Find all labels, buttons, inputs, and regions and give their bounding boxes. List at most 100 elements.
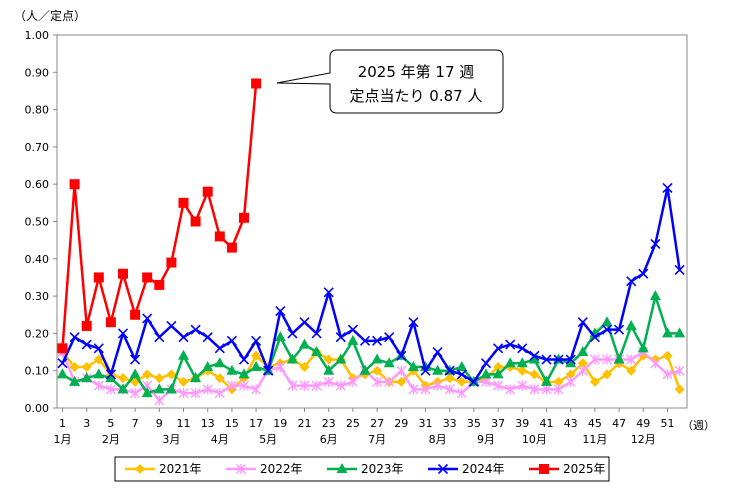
data-point [407, 360, 419, 371]
x-tick-label: 41 [540, 417, 554, 430]
data-point [251, 384, 262, 395]
legend-box [114, 456, 610, 482]
data-point [93, 368, 105, 379]
x-tick-label: 31 [419, 417, 433, 430]
data-point [359, 335, 371, 346]
data-point [565, 369, 576, 380]
data-point [57, 343, 68, 354]
data-point [57, 358, 68, 369]
data-point [141, 387, 153, 398]
data-point [372, 335, 383, 346]
data-point [130, 354, 141, 365]
data-point [81, 320, 92, 331]
x-tick-label: 47 [612, 417, 626, 430]
data-point [263, 365, 274, 376]
data-point [251, 78, 262, 89]
data-point [614, 324, 625, 335]
legend-item: 2022年 [226, 462, 303, 476]
data-point [239, 380, 249, 391]
data-point [539, 464, 549, 474]
data-point [323, 287, 334, 298]
data-point [662, 327, 673, 338]
callout-bubble [276, 49, 504, 114]
data-point [118, 373, 128, 384]
data-point [69, 361, 80, 372]
data-point [323, 354, 334, 365]
data-point [226, 242, 237, 253]
x-axis: 1 3 5 7 9 11 13 15 17 19 21 23 25 27 29 31 33 35 37 39 41 43 4… [54, 408, 675, 446]
data-point [226, 380, 237, 391]
x-tick-label: 19 [273, 417, 287, 430]
month-label: 4月 [211, 433, 229, 446]
data-point [384, 376, 395, 387]
data-point [93, 380, 104, 391]
data-point [432, 380, 443, 391]
data-point [238, 368, 250, 379]
data-point [178, 376, 189, 387]
data-point [359, 364, 371, 375]
month-label: 6月 [320, 433, 338, 446]
data-point [528, 353, 540, 364]
data-point [601, 324, 613, 335]
data-point [347, 334, 359, 345]
data-point [57, 368, 68, 379]
data-point [650, 238, 661, 249]
data-point [239, 212, 249, 223]
data-point [650, 358, 661, 369]
data-point [602, 354, 612, 365]
y-tick-label: 1.00 [25, 29, 50, 42]
data-point [553, 384, 564, 395]
data-point [335, 380, 346, 391]
data-point [214, 373, 225, 384]
x-tick-label: 1 [59, 417, 66, 430]
x-tick-label: 43 [564, 417, 578, 430]
data-point [408, 317, 419, 328]
data-point [130, 388, 141, 399]
data-point [626, 354, 637, 365]
data-point [541, 375, 552, 386]
data-point [383, 357, 395, 368]
x-tick-label: 37 [491, 417, 505, 430]
data-point [420, 384, 431, 395]
data-point [626, 276, 637, 287]
x-tick-label: 33 [443, 417, 457, 430]
data-point [517, 343, 528, 354]
data-point [480, 368, 492, 379]
data-point [178, 349, 189, 360]
series-line [61, 294, 680, 395]
data-point [81, 361, 92, 372]
month-label: 9月 [477, 433, 495, 446]
data-point [396, 350, 407, 361]
data-point [565, 354, 576, 365]
data-point [214, 357, 226, 368]
data-point [493, 343, 504, 354]
data-point [384, 332, 395, 343]
data-point [275, 361, 286, 372]
legend-item: 2024年 [428, 462, 505, 476]
data-point [347, 324, 358, 335]
x-tick-label: 23 [322, 417, 336, 430]
data-point [577, 346, 589, 357]
data-point [287, 380, 298, 391]
callout-line-2: 定点当たり 0.87 人 [350, 87, 483, 105]
data-point [274, 331, 286, 342]
y-axis-label: （人／定点） [14, 8, 86, 23]
data-point [481, 376, 491, 387]
data-point [505, 339, 516, 350]
x-tick-label: 3 [83, 417, 90, 430]
data-point [602, 369, 612, 380]
data-point [541, 354, 552, 365]
x-tick-label: 27 [370, 417, 384, 430]
data-point [577, 317, 588, 328]
data-point [372, 365, 383, 376]
x-tick-label: 5 [107, 417, 114, 430]
data-point [202, 186, 213, 197]
data-point [178, 332, 189, 343]
data-point [93, 354, 104, 365]
plot-area [56, 34, 688, 409]
x-tick-label: 13 [201, 417, 215, 430]
legend-label: 2024年 [462, 462, 505, 476]
data-point [236, 464, 246, 474]
data-point [154, 373, 165, 384]
data-point [456, 376, 467, 387]
